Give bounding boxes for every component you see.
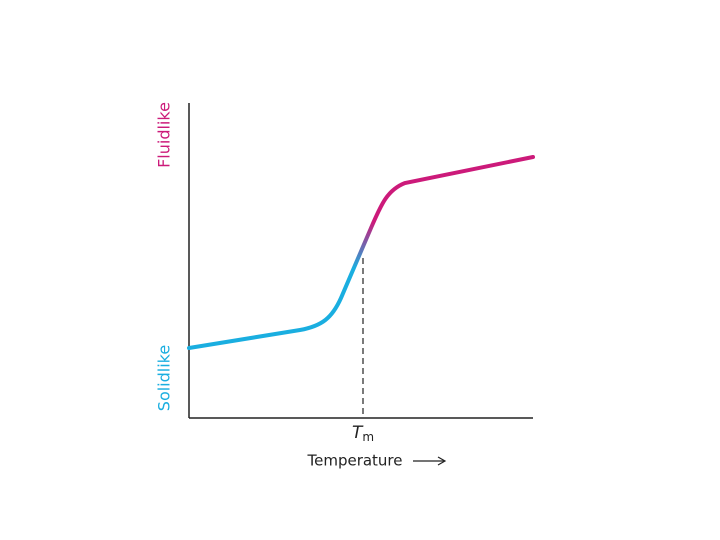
tm-subscript: m xyxy=(362,430,374,444)
tm-symbol: T xyxy=(352,423,364,443)
fluidlike-label: Fluidlike xyxy=(155,102,174,168)
x-axis-arrowhead xyxy=(437,456,447,466)
transition-curve xyxy=(187,155,535,350)
tm-label: Tm xyxy=(352,423,374,444)
x-axis-label: Temperature xyxy=(306,452,402,470)
solidlike-label: Solidlike xyxy=(155,345,174,411)
